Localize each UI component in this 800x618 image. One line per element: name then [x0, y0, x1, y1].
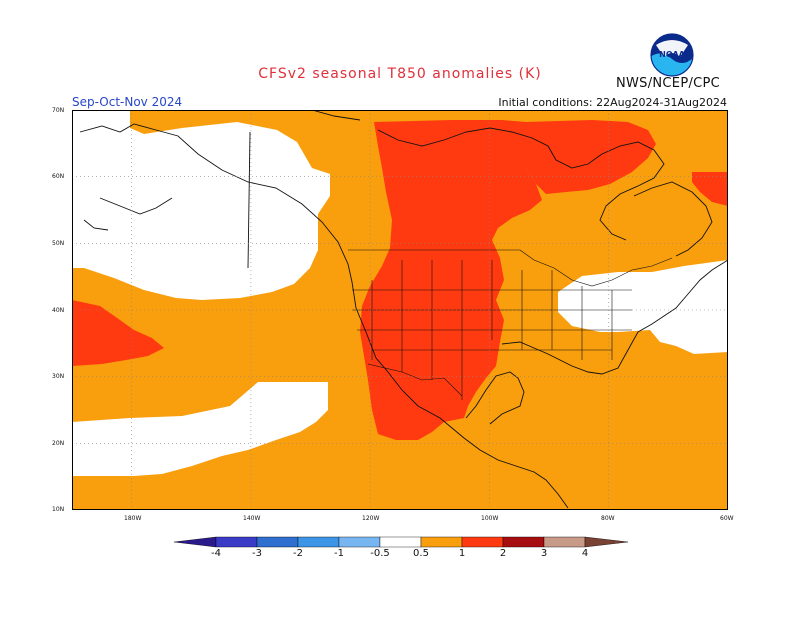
colorbar-swatch: [215, 536, 258, 548]
colorbar-tick-label: 3: [540, 548, 548, 559]
colorbar-tick-label: -0.5: [370, 548, 390, 559]
lat-label: 40N: [52, 307, 65, 314]
colorbar-swatch: [297, 536, 340, 548]
anomaly-region-near-zero-alaska-pacific: [72, 110, 330, 300]
colorbar-swatch: [420, 536, 463, 548]
colorbar-tick-label: 2: [499, 548, 507, 559]
lat-label: 50N: [52, 240, 65, 247]
colorbar-swatch: [584, 536, 628, 548]
lat-label: 20N: [52, 440, 65, 447]
colorbar-swatch: [461, 536, 504, 548]
lon-label: 140W: [243, 515, 261, 522]
anomaly-map: [72, 110, 728, 510]
colorbar-tick-label: 1: [458, 548, 466, 559]
colorbar-swatch: [543, 536, 586, 548]
colorbar-tick-label: -3: [252, 548, 262, 559]
colorbar-swatch: [174, 536, 217, 548]
map-title: CFSv2 seasonal T850 anomalies (K): [258, 66, 542, 82]
colorbar-swatch: [338, 536, 381, 548]
anomaly-region-1-2-northeast-canada: [526, 120, 656, 194]
colorbar-swatch: [502, 536, 545, 548]
colorbar-swatch: [379, 536, 422, 548]
lon-label: 180W: [124, 515, 142, 522]
colorbar-tick-label: -4: [211, 548, 221, 559]
lat-label: 60N: [52, 173, 65, 180]
coastlines: [79, 110, 728, 509]
colorbar-tick-label: -2: [293, 548, 303, 559]
anomaly-region-near-zero-central-pacific: [72, 382, 328, 476]
lon-label: 100W: [481, 515, 499, 522]
map-frame: [72, 110, 728, 510]
lat-label: 70N: [52, 107, 65, 114]
noaa-logo-text: NOAA: [659, 50, 685, 59]
lat-label: 30N: [52, 373, 65, 380]
anomaly-region-1-2-greenland: [692, 172, 728, 206]
agency-label: NWS/NCEP/CPC: [616, 76, 721, 91]
colorbar-swatch: [256, 536, 299, 548]
lon-label: 60W: [720, 515, 734, 522]
political-borders: [348, 249, 673, 400]
lat-label: 10N: [52, 506, 65, 513]
anomaly-region-1-2-west-pacific: [72, 300, 164, 366]
map-canvas: [72, 110, 728, 510]
lon-label: 80W: [601, 515, 615, 522]
initial-conditions-label: Initial conditions: 22Aug2024-31Aug2024: [498, 96, 727, 109]
graticule: [72, 110, 728, 510]
noaa-logo: NOAA: [650, 33, 694, 77]
colorbar-tick-label: -1: [334, 548, 344, 559]
colorbar-tick-label: 0.5: [413, 548, 429, 559]
anomaly-region-1-2-canada-west: [360, 120, 542, 440]
colorbar-tick-label: 4: [581, 548, 589, 559]
colorbar: [174, 536, 628, 548]
period-label: Sep-Oct-Nov 2024: [72, 95, 183, 109]
lon-label: 120W: [362, 515, 380, 522]
